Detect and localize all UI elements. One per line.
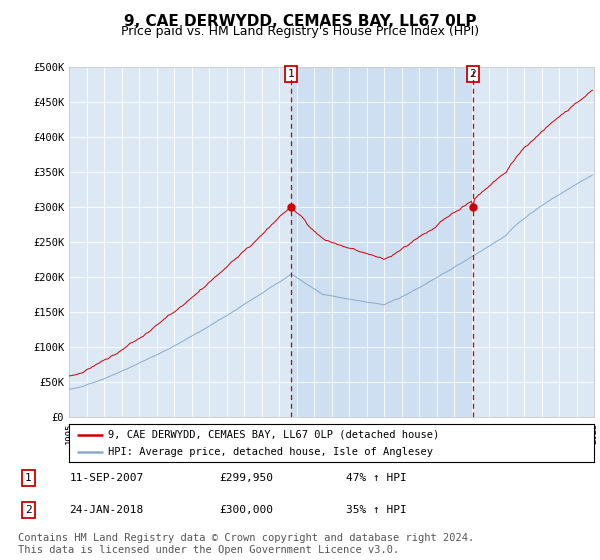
Text: HPI: Average price, detached house, Isle of Anglesey: HPI: Average price, detached house, Isle…: [109, 447, 433, 457]
Bar: [291, 67, 473, 417]
Text: 47% ↑ HPI: 47% ↑ HPI: [346, 473, 407, 483]
Text: 9, CAE DERWYDD, CEMAES BAY, LL67 0LP (detached house): 9, CAE DERWYDD, CEMAES BAY, LL67 0LP (de…: [109, 430, 440, 440]
Text: 2: 2: [25, 505, 32, 515]
Text: Contains HM Land Registry data © Crown copyright and database right 2024.
This d: Contains HM Land Registry data © Crown c…: [18, 533, 474, 555]
Text: £299,950: £299,950: [220, 473, 274, 483]
Text: 2: 2: [469, 69, 476, 79]
Text: £300,000: £300,000: [220, 505, 274, 515]
Text: 1: 1: [288, 69, 295, 79]
Text: Price paid vs. HM Land Registry's House Price Index (HPI): Price paid vs. HM Land Registry's House …: [121, 25, 479, 38]
Text: 24-JAN-2018: 24-JAN-2018: [70, 505, 144, 515]
Text: 35% ↑ HPI: 35% ↑ HPI: [346, 505, 407, 515]
Text: 1: 1: [25, 473, 32, 483]
Text: 11-SEP-2007: 11-SEP-2007: [70, 473, 144, 483]
Text: 9, CAE DERWYDD, CEMAES BAY, LL67 0LP: 9, CAE DERWYDD, CEMAES BAY, LL67 0LP: [124, 14, 476, 29]
